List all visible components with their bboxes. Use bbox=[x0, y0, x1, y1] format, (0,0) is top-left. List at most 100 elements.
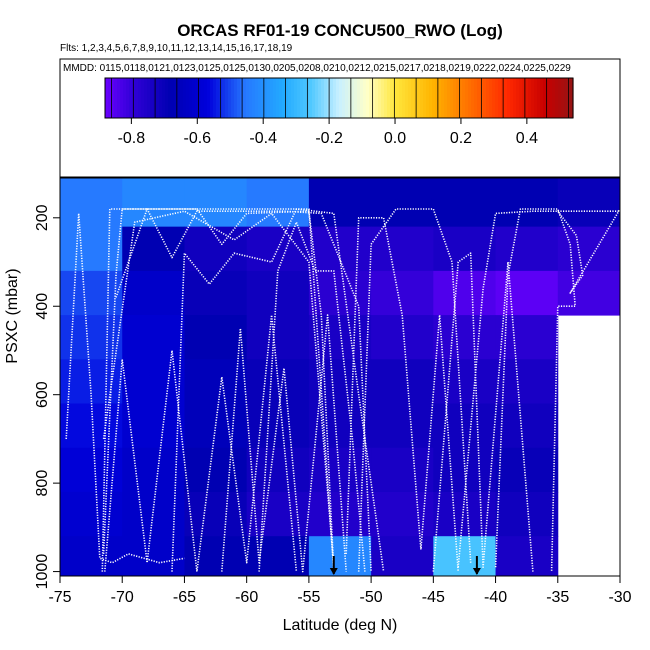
heatmap-cell bbox=[371, 403, 434, 449]
heatmap-cell bbox=[433, 270, 497, 316]
colorbar-swatch bbox=[147, 78, 151, 118]
colorbar-swatch bbox=[345, 78, 349, 118]
colorbar-swatch bbox=[372, 78, 376, 118]
heatmap-cell bbox=[433, 178, 497, 228]
arrow-head bbox=[329, 568, 338, 575]
heatmap-cell bbox=[122, 226, 185, 272]
x-axis: -75 -70 -65 -60 -55 -50 -45 -40 -35 -30 bbox=[48, 576, 632, 606]
colorbar-swatch bbox=[177, 78, 181, 118]
y-axis-label: PSXC (mbar) bbox=[4, 268, 21, 363]
colorbar-swatch bbox=[246, 78, 250, 118]
colorbar-swatch bbox=[222, 78, 226, 118]
heatmap-cell bbox=[308, 536, 372, 577]
x-tick-label: -40 bbox=[484, 589, 507, 606]
heatmap-cell bbox=[122, 359, 185, 405]
colorbar-swatch bbox=[534, 78, 538, 118]
flight-track-line bbox=[345, 217, 459, 572]
colorbar-swatch bbox=[237, 78, 241, 118]
colorbar-swatch bbox=[234, 78, 238, 118]
heatmap-cell bbox=[433, 359, 497, 405]
heatmap-cell bbox=[371, 226, 434, 272]
colorbar-swatch bbox=[417, 78, 421, 118]
dates-line: MMDD: 0115,0118,0121,0123,0125,0125,0130… bbox=[63, 63, 571, 74]
colorbar-swatch bbox=[357, 78, 361, 118]
colorbar-swatch bbox=[504, 78, 508, 118]
colorbar-swatch bbox=[528, 78, 532, 118]
colorbar-swatch bbox=[291, 78, 295, 118]
colorbar-swatch bbox=[513, 78, 517, 118]
heatmap bbox=[60, 178, 621, 577]
x-tick-label: -75 bbox=[48, 589, 71, 606]
colorbar-swatch bbox=[135, 78, 139, 118]
colorbar-swatch bbox=[432, 78, 436, 118]
heatmap-cell bbox=[184, 315, 248, 360]
heatmap-cell bbox=[60, 270, 123, 316]
colorbar-swatch bbox=[459, 78, 463, 118]
colorbar-swatch bbox=[117, 78, 121, 118]
colorbar-swatch bbox=[171, 78, 175, 118]
colorbar-swatch bbox=[411, 78, 415, 118]
colorbar-swatch bbox=[396, 78, 400, 118]
colorbar-swatch bbox=[297, 78, 301, 118]
colorbar-swatch bbox=[141, 78, 145, 118]
colorbar-swatch bbox=[330, 78, 334, 118]
colorbar bbox=[104, 77, 574, 119]
colorbar-swatch bbox=[318, 78, 322, 118]
colorbar-swatch bbox=[282, 78, 286, 118]
colorbar-swatch bbox=[405, 78, 409, 118]
colorbar-swatch bbox=[525, 78, 529, 118]
heatmap-cell bbox=[246, 178, 310, 228]
colorbar-swatch bbox=[324, 78, 328, 118]
colorbar-swatch bbox=[474, 78, 478, 118]
colorbar-swatch bbox=[114, 78, 118, 118]
colorbar-swatch bbox=[129, 78, 133, 118]
colorbar-swatch bbox=[369, 78, 373, 118]
colorbar-swatch bbox=[270, 78, 274, 118]
heatmap-cell bbox=[184, 491, 248, 537]
colorbar-swatch bbox=[552, 78, 556, 118]
colorbar-swatch bbox=[549, 78, 553, 118]
colorbar-swatch bbox=[384, 78, 388, 118]
colorbar-swatch bbox=[438, 78, 442, 118]
heatmap-cell bbox=[246, 491, 310, 537]
colorbar-swatch bbox=[156, 78, 160, 118]
colorbar-swatch bbox=[555, 78, 559, 118]
colorbar-ticks: -0.8 -0.6 -0.4 -0.2 0.0 0.2 0.4 bbox=[118, 118, 538, 147]
colorbar-swatch bbox=[429, 78, 433, 118]
heatmap-cell bbox=[371, 359, 434, 405]
colorbar-swatch bbox=[213, 78, 217, 118]
heatmap-cell bbox=[557, 226, 621, 272]
colorbar-swatch bbox=[252, 78, 256, 118]
heatmap-cell bbox=[246, 315, 310, 360]
colorbar-swatch bbox=[228, 78, 232, 118]
colorbar-swatch bbox=[393, 78, 397, 118]
colorbar-swatch bbox=[483, 78, 487, 118]
colorbar-swatch bbox=[450, 78, 454, 118]
colorbar-swatch bbox=[336, 78, 340, 118]
colorbar-swatch bbox=[570, 78, 574, 118]
colorbar-swatch bbox=[444, 78, 448, 118]
arrow-head bbox=[472, 568, 481, 575]
heatmap-cell bbox=[60, 226, 123, 272]
colorbar-swatch bbox=[378, 78, 382, 118]
plot-frame bbox=[59, 177, 621, 577]
colorbar-tick-label: 0.2 bbox=[450, 130, 472, 147]
colorbar-swatch bbox=[267, 78, 271, 118]
colorbar-tick-label: -0.8 bbox=[118, 130, 146, 147]
colorbar-swatch bbox=[348, 78, 352, 118]
colorbar-swatch bbox=[132, 78, 136, 118]
flight-track-line bbox=[104, 314, 298, 573]
colorbar-swatch bbox=[204, 78, 208, 118]
colorbar-swatch bbox=[201, 78, 205, 118]
flight-tracks bbox=[65, 208, 621, 573]
colorbar-swatch bbox=[423, 78, 427, 118]
colorbar-swatch bbox=[168, 78, 172, 118]
colorbar-swatch bbox=[138, 78, 142, 118]
colorbar-swatch bbox=[249, 78, 253, 118]
colorbar-swatch bbox=[312, 78, 316, 118]
colorbar-swatch bbox=[495, 78, 499, 118]
colorbar-swatch bbox=[210, 78, 214, 118]
flight-track-line bbox=[102, 210, 335, 568]
heatmap-cell bbox=[308, 226, 372, 272]
